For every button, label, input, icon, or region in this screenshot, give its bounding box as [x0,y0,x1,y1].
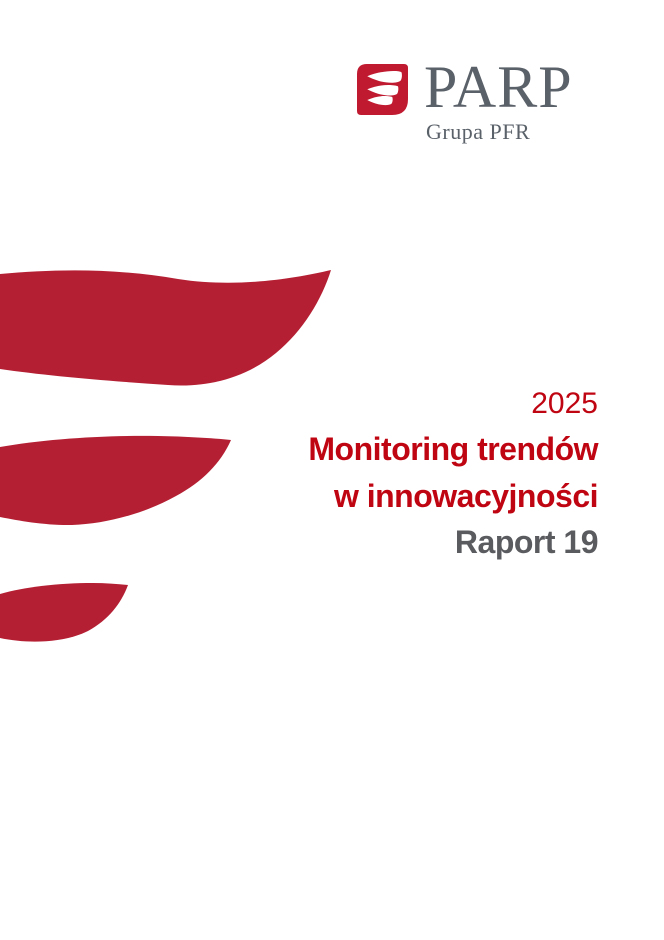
parp-wing-icon [357,64,408,115]
funding-logos-row: Fundusze Europejskie dla Nowoczesnej Gos… [0,765,664,835]
report-title-line2: w innowacyjności [333,478,599,514]
report-title-line1: Monitoring trendów [308,431,598,467]
report-year: 2025 [531,387,598,420]
title-block: 2025 Monitoring trendów w innowacyjności… [308,381,598,564]
report-number: Raport 19 [454,524,599,560]
parp-logo: PARP Grupa PFR [357,56,573,145]
parp-group-label: Grupa PFR [426,119,531,144]
parp-brand-name: PARP [424,54,573,120]
